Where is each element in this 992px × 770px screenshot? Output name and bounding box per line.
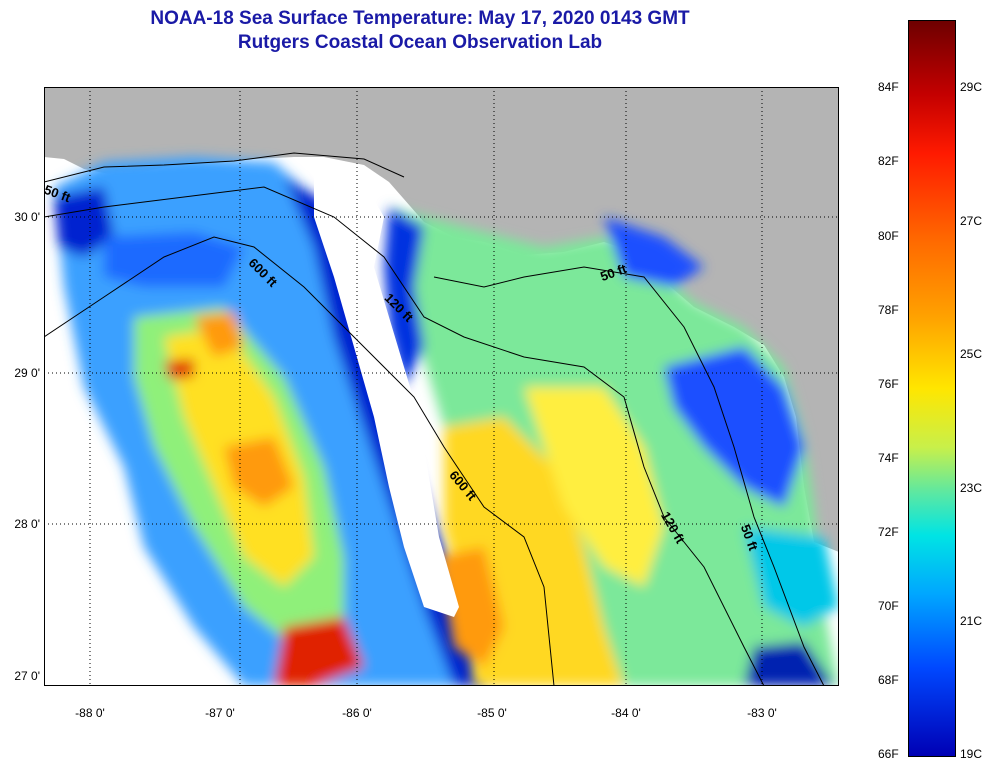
contour-50ft-west [44, 152, 405, 183]
depth-contours [44, 152, 825, 686]
fahrenheit-label: 84F [878, 80, 899, 94]
fahrenheit-label: 72F [878, 525, 899, 539]
celsius-label: 23C [960, 481, 983, 495]
sst-map [44, 87, 839, 686]
graticule [44, 87, 839, 686]
lat-label: 29 0' [14, 366, 40, 380]
temperature-colorbar [908, 20, 956, 757]
map-subtitle: Rutgers Coastal Ocean Observation Lab [237, 32, 603, 53]
lon-label: -85 0' [477, 706, 507, 720]
land-area [44, 87, 839, 552]
map-frame [44, 87, 839, 686]
lat-label: 28 0' [14, 517, 40, 531]
lat-label: 30 0' [14, 210, 40, 224]
fahrenheit-label: 80F [878, 229, 899, 243]
fahrenheit-label: 82F [878, 154, 899, 168]
fahrenheit-label: 70F [878, 599, 899, 613]
lon-label: -88 0' [75, 706, 105, 720]
celsius-label: 25C [960, 347, 983, 361]
lat-label: 27 0' [14, 669, 40, 683]
fahrenheit-label: 68F [878, 673, 899, 687]
fahrenheit-label: 74F [878, 451, 899, 465]
fahrenheit-label: 76F [878, 377, 899, 391]
fahrenheit-label: 78F [878, 303, 899, 317]
swath-gap [314, 172, 459, 617]
sst-swath-east [384, 207, 839, 686]
map-title: NOAA-18 Sea Surface Temperature: May 17,… [150, 8, 690, 29]
celsius-label: 21C [960, 614, 983, 628]
contour-600ft [44, 236, 555, 686]
celsius-label: 29C [960, 80, 983, 94]
lon-label: -83 0' [747, 706, 777, 720]
fahrenheit-label: 66F [878, 747, 899, 761]
lon-label: -87 0' [205, 706, 235, 720]
lon-label: -86 0' [342, 706, 372, 720]
lon-label: -84 0' [611, 706, 641, 720]
celsius-label: 27C [960, 214, 983, 228]
contour-50ft-east [433, 266, 825, 686]
celsius-label: 19C [960, 747, 983, 761]
